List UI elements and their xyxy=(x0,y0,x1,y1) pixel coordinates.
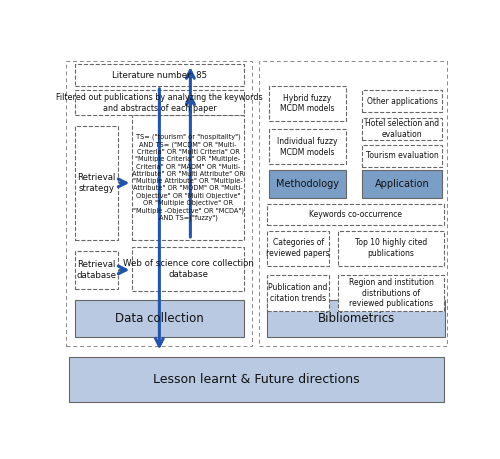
Bar xyxy=(267,204,444,225)
Bar xyxy=(75,126,118,240)
Text: Application: Application xyxy=(374,179,430,189)
Bar xyxy=(267,300,446,337)
Text: Categories of
reviewed papers: Categories of reviewed papers xyxy=(266,239,330,258)
Bar xyxy=(68,357,444,402)
Bar xyxy=(338,230,444,266)
Text: Web of science core collection
database: Web of science core collection database xyxy=(122,259,254,279)
Text: Keywords co-occurrence: Keywords co-occurrence xyxy=(309,210,402,219)
Bar xyxy=(362,170,442,197)
Bar xyxy=(75,251,118,289)
Text: Bibliometrics: Bibliometrics xyxy=(318,312,395,325)
Text: Individual fuzzy
MCDM models: Individual fuzzy MCDM models xyxy=(277,137,338,157)
Bar xyxy=(268,129,346,164)
Text: Retrieval
strategy: Retrieval strategy xyxy=(77,173,116,193)
Bar xyxy=(268,170,346,197)
Bar xyxy=(260,61,447,346)
Text: TS= ("tourism" or "hospitality")
AND TS= ("MCDM" OR "Multi-
Criteria" OR "Multi : TS= ("tourism" or "hospitality") AND TS=… xyxy=(132,134,244,221)
Bar xyxy=(362,90,442,112)
Bar xyxy=(268,86,346,121)
Text: Top 10 highly cited
publications: Top 10 highly cited publications xyxy=(355,239,427,258)
Bar xyxy=(267,230,329,266)
Text: Tourism evaluation: Tourism evaluation xyxy=(366,151,438,161)
Text: Methodology: Methodology xyxy=(276,179,339,189)
Text: Hybrid fuzzy
MCDM models: Hybrid fuzzy MCDM models xyxy=(280,94,334,113)
Text: Hotel selection and
evaluation: Hotel selection and evaluation xyxy=(365,119,439,139)
Text: Lesson learnt & Future directions: Lesson learnt & Future directions xyxy=(153,373,360,386)
Bar xyxy=(362,145,442,167)
Bar xyxy=(75,300,244,337)
Text: Filtered out publications by analyzing the keywords
and abstracts of each paper: Filtered out publications by analyzing t… xyxy=(56,93,262,113)
Bar xyxy=(66,61,252,346)
Bar xyxy=(362,118,442,140)
Text: Other applications: Other applications xyxy=(366,97,438,106)
Bar xyxy=(75,90,244,115)
Bar xyxy=(338,274,444,312)
Bar xyxy=(267,274,329,312)
Text: Publication and
citation trends: Publication and citation trends xyxy=(268,283,328,303)
Text: Data collection: Data collection xyxy=(115,312,204,325)
Bar xyxy=(132,247,244,291)
Text: Literature number: 85: Literature number: 85 xyxy=(112,71,207,79)
Text: Region and institution
distributions of
reviewed publications: Region and institution distributions of … xyxy=(348,278,434,308)
Text: Retrieval
database: Retrieval database xyxy=(76,260,116,280)
Bar xyxy=(132,115,244,240)
Bar xyxy=(75,64,244,86)
